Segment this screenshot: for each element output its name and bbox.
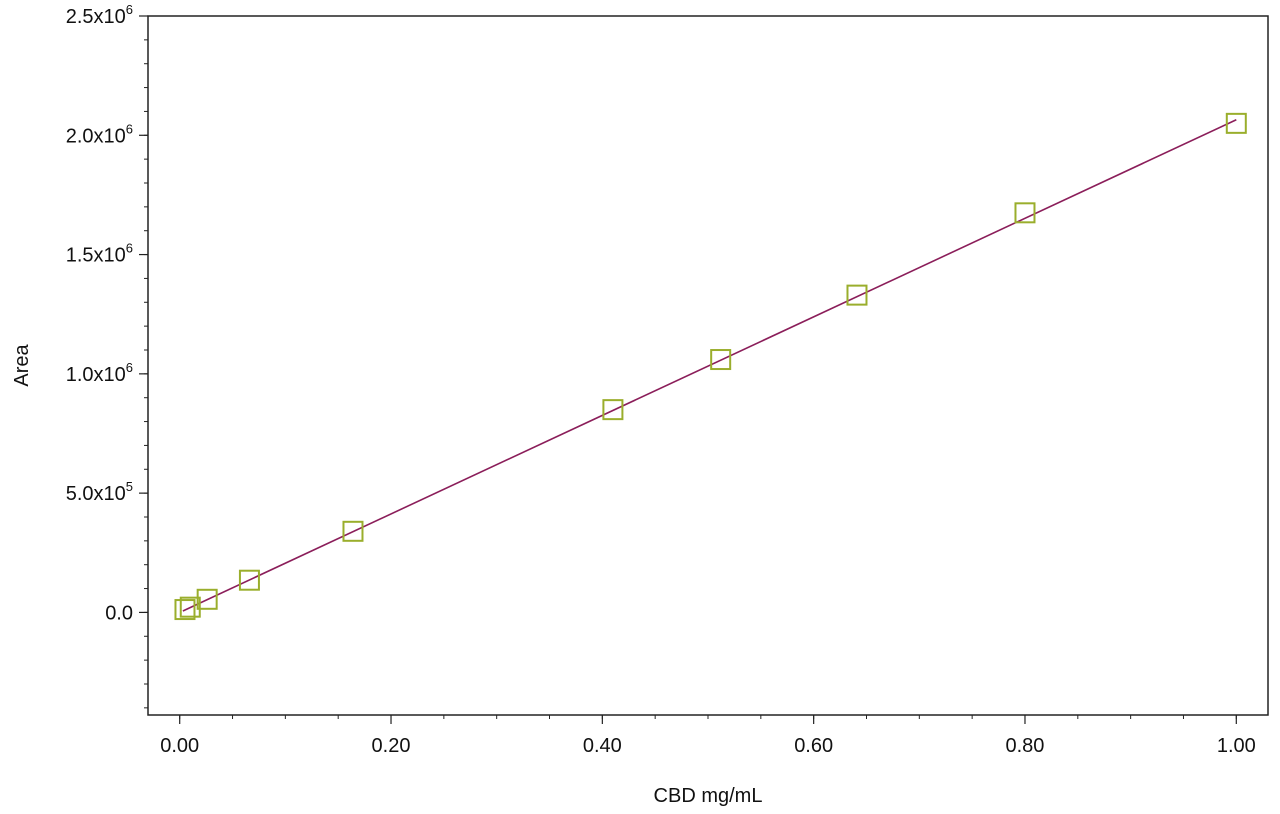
- x-tick-label: 0.60: [794, 735, 833, 757]
- y-axis-title: Area: [11, 344, 33, 387]
- y-tick-mantissa: 5.0x10: [66, 483, 126, 505]
- data-point-square: [602, 399, 624, 421]
- y-tick-mantissa: 0.0: [105, 602, 133, 624]
- data-point-square: [174, 599, 196, 621]
- y-tick-label: 2.5x106: [66, 2, 133, 28]
- fit-line: [182, 119, 1237, 612]
- y-tick-label: 0.0: [105, 602, 133, 624]
- x-tick-label: 0.20: [372, 735, 411, 757]
- y-tick-exponent: 5: [126, 479, 133, 494]
- data-point-square: [342, 520, 364, 542]
- y-tick-label: 1.0x106: [66, 360, 133, 386]
- y-tick-exponent: 6: [126, 2, 133, 17]
- x-tick-label: 0.80: [1006, 735, 1045, 757]
- data-point-square: [238, 569, 260, 591]
- x-tick-label: 1.00: [1217, 735, 1256, 757]
- series-layer: [174, 112, 1247, 621]
- y-tick-mantissa: 2.0x10: [66, 125, 126, 147]
- data-point-square: [179, 596, 201, 618]
- x-tick-label: 0.40: [583, 735, 622, 757]
- x-tick-label: 0.00: [160, 735, 199, 757]
- y-tick-mantissa: 1.5x10: [66, 245, 126, 267]
- y-tick-exponent: 6: [126, 360, 133, 375]
- data-point-square: [846, 284, 868, 306]
- data-point-square: [710, 349, 732, 371]
- y-tick-mantissa: 1.0x10: [66, 364, 126, 386]
- y-tick-mantissa: 2.5x10: [66, 6, 126, 28]
- data-point-square: [1014, 202, 1036, 224]
- data-point-square: [196, 588, 218, 610]
- data-point-square: [1225, 112, 1247, 134]
- y-tick-label: 5.0x105: [66, 479, 133, 505]
- y-tick-label: 1.5x106: [66, 241, 133, 267]
- x-axis-title: CBD mg/mL: [654, 785, 763, 807]
- x-axis: 0.00 0.20 0.40 0.60 0.80 1.00: [160, 715, 1256, 757]
- y-tick-label: 2.0x106: [66, 121, 133, 147]
- y-tick-exponent: 6: [126, 241, 133, 256]
- y-tick-exponent: 6: [126, 121, 133, 136]
